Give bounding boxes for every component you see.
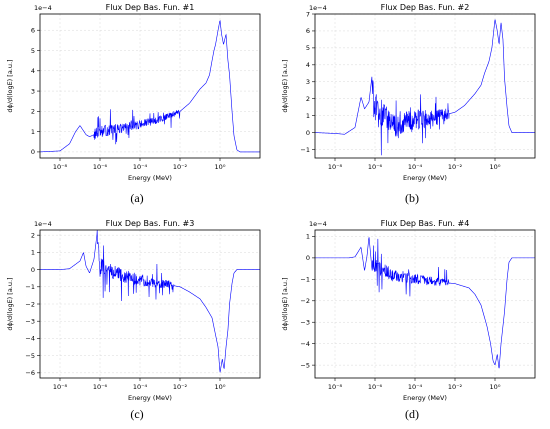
subplot-b: 10⁻⁸ 10⁻⁶ 10⁻⁴ 10⁻² 10⁰ −1 0 1 2 3 4 5 6 7 Flux Dep Ba… [275,0,550,214]
y-tick-label: −3 [25,318,35,326]
y-tick-label: 0 [306,254,310,262]
subplot-d: 10⁻⁸ 10⁻⁶ 10⁻⁴ 10⁻² 10⁰ −5 −4 −3 −2 −1 0 1 Flux Dep … [275,214,550,429]
x-tick-label: 10⁻⁶ [368,383,383,391]
y-scale-label: 1e−4 [34,4,52,12]
y-tick-label: −3 [300,319,310,327]
y-tick-label: −4 [300,340,310,348]
x-tick-label: 10⁰ [215,163,226,171]
x-tick-label: 10⁻⁴ [133,163,148,171]
axes-frame [314,13,536,159]
series-line [39,20,260,153]
y-tick-label: −4 [25,335,35,343]
y-axis-label: dϕ/d(logE) [a.u.] [281,59,289,112]
x-axis-label: Energy (MeV) [128,394,172,402]
y-tick-label: 5 [31,47,35,55]
caption-b: (b) [405,191,419,205]
y-scale-label: 1e−4 [34,220,52,228]
subplot-c: 10⁻⁸ 10⁻⁶ 10⁻⁴ 10⁻² 10⁰ −6 −5 −4 −3 −2 −1 0 1 2 Flux D… [0,214,275,429]
x-tick-label: 10⁻² [173,163,188,171]
chart-title: Flux Dep Bas. Fun. #3 [106,219,195,228]
y-tick-label: 7 [306,10,310,18]
y-scale-label: 1e−4 [309,4,327,12]
y-tick-label: −1 [300,276,310,284]
axes-frame [39,13,261,159]
x-tick-label: 10⁻² [448,383,463,391]
y-tick-label: 4 [31,67,35,75]
y-tick-label: −1 [25,283,35,291]
y-tick-label: 1 [306,112,310,120]
y-tick-label: 1 [31,249,35,257]
y-tick-label: 5 [306,44,310,52]
y-tick-label: 1 [306,233,310,241]
y-axis-label: dϕ/d(logE) [a.u.] [6,59,14,112]
y-tick-label: 0 [31,148,35,156]
y-axis-label: dϕ/d(logE) [a.u.] [6,277,14,330]
series-line [315,237,535,369]
x-axis-label: Energy (MeV) [403,394,447,402]
chart-svg: 10⁻⁸ 10⁻⁶ 10⁻⁴ 10⁻² 10⁰ −5 −4 −3 −2 −1 0 1 Flux Dep … [281,219,536,402]
series-line [314,19,535,156]
subplot-a: 10⁻⁸ 10⁻⁶ 10⁻⁴ 10⁻² 10⁰ 0 1 2 3 4 5 6 Flux Dep Bas. … [0,0,275,214]
y-axis-label: dϕ/d(logE) [a.u.] [281,277,289,330]
x-tick-label: 10⁰ [490,383,501,391]
y-tick-label: 4 [306,61,310,69]
x-tick-label: 10⁻² [173,383,188,391]
y-tick-label: −5 [25,352,35,360]
x-tick-label: 10⁻⁸ [328,163,343,171]
y-tick-label: −2 [300,297,310,305]
x-tick-label: 10⁻⁸ [328,383,343,391]
x-tick-label: 10⁻² [448,163,463,171]
series-line [40,229,260,373]
y-tick-label: 2 [31,231,35,239]
chart-svg: 10⁻⁸ 10⁻⁶ 10⁻⁴ 10⁻² 10⁰ −1 0 1 2 3 4 5 6 7 Flux Dep Ba… [281,3,536,182]
y-tick-label: −1 [300,146,310,154]
x-tick-label: 10⁻⁸ [53,383,68,391]
y-tick-label: 6 [306,27,310,35]
y-tick-label: 2 [306,95,310,103]
chart-svg: 10⁻⁸ 10⁻⁶ 10⁻⁴ 10⁻² 10⁰ −6 −5 −4 −3 −2 −1 0 1 2 Flux D… [6,219,261,402]
chart-title: Flux Dep Bas. Fun. #2 [381,3,470,12]
y-tick-label: 6 [31,27,35,35]
caption-c: (c) [130,407,144,421]
x-tick-label: 10⁻⁸ [53,163,68,171]
x-tick-label: 10⁻⁶ [93,163,108,171]
y-tick-label: 3 [306,78,310,86]
caption-d: (d) [405,407,419,421]
x-tick-label: 10⁻⁶ [93,383,108,391]
y-tick-label: 0 [31,266,35,274]
y-scale-label: 1e−4 [309,220,327,228]
chart-title: Flux Dep Bas. Fun. #1 [106,3,195,12]
x-tick-label: 10⁻⁶ [368,163,383,171]
chart-title: Flux Dep Bas. Fun. #4 [381,219,470,228]
chart-svg: 10⁻⁸ 10⁻⁶ 10⁻⁴ 10⁻² 10⁰ 0 1 2 3 4 5 6 Flux Dep Bas. … [6,3,261,182]
x-tick-label: 10⁻⁴ [408,163,423,171]
x-axis-label: Energy (MeV) [128,174,172,182]
caption-a: (a) [130,191,144,205]
x-tick-label: 10⁰ [490,163,501,171]
x-tick-label: 10⁰ [215,383,226,391]
y-tick-label: 2 [31,108,35,116]
axes-frame [314,229,536,379]
x-tick-label: 10⁻⁴ [408,383,423,391]
x-axis-label: Energy (MeV) [403,174,447,182]
y-tick-label: −2 [25,300,35,308]
y-tick-label: −5 [300,361,310,369]
x-tick-label: 10⁻⁴ [133,383,148,391]
y-tick-label: 0 [306,129,310,137]
y-tick-label: −6 [25,369,35,377]
y-tick-label: 1 [31,128,35,136]
y-tick-label: 3 [31,87,35,95]
